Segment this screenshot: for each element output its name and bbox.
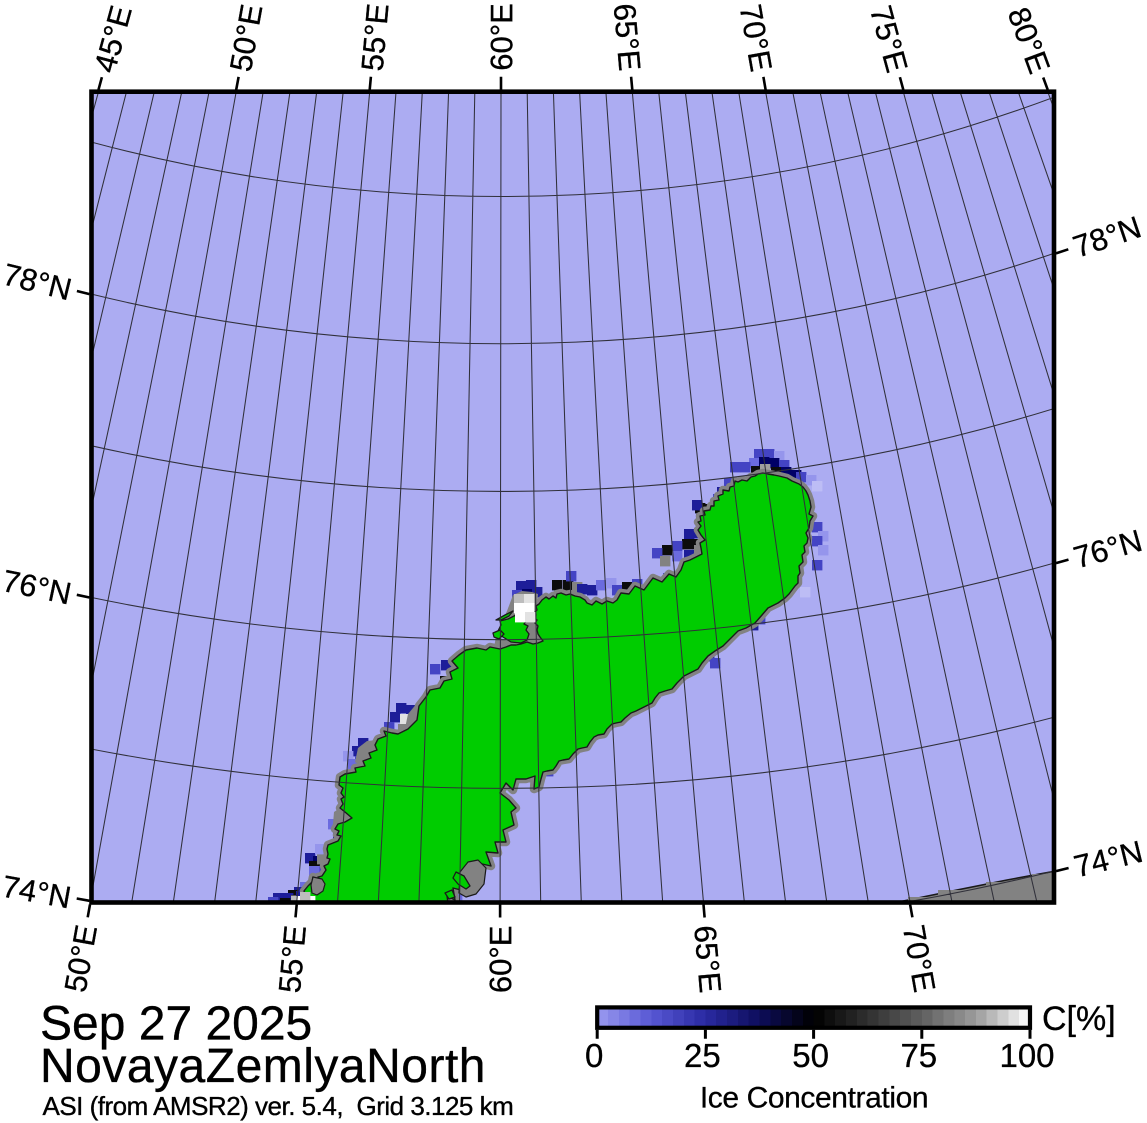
svg-text:55°E: 55°E	[272, 924, 313, 994]
svg-text:NovayaZemlyaNorth: NovayaZemlyaNorth	[40, 1040, 486, 1093]
svg-text:0: 0	[585, 1037, 603, 1074]
svg-text:65°E: 65°E	[607, 2, 648, 72]
svg-text:Ice Concentration: Ice Concentration	[700, 1082, 928, 1115]
svg-text:50: 50	[792, 1037, 829, 1074]
svg-text:Sep 27 2025: Sep 27 2025	[40, 998, 312, 1051]
svg-text:60°E: 60°E	[483, 925, 518, 993]
svg-text:25: 25	[684, 1037, 721, 1074]
svg-text:55°E: 55°E	[355, 2, 396, 72]
svg-text:ASI (from AMSR2) ver. 5.4, Gr: ASI (from AMSR2) ver. 5.4, Grid 3.125 km	[43, 1091, 514, 1121]
svg-text:100: 100	[999, 1037, 1054, 1074]
svg-text:65°E: 65°E	[687, 924, 728, 994]
svg-text:75: 75	[900, 1037, 937, 1074]
svg-text:60°E: 60°E	[484, 3, 519, 71]
svg-text:C[%]: C[%]	[1042, 1000, 1116, 1038]
